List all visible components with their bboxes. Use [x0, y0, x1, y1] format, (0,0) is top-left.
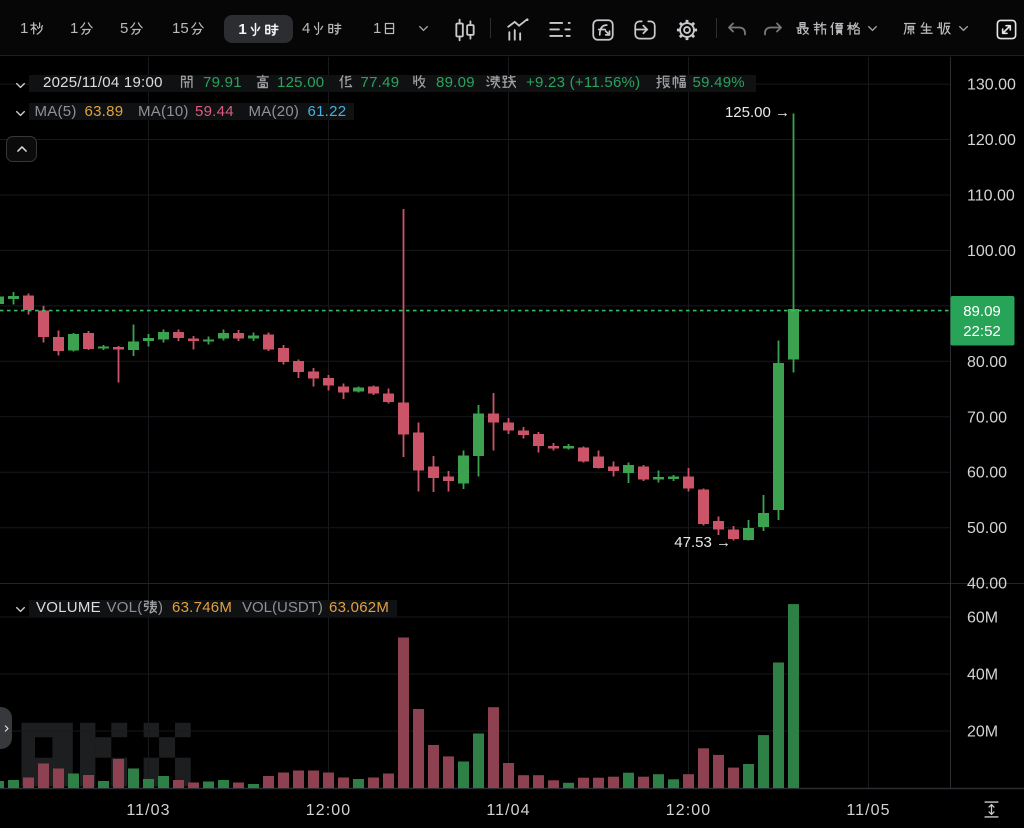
svg-text:11/03: 11/03: [126, 802, 170, 819]
svg-text:110.00: 110.00: [967, 188, 1015, 205]
svg-text:47.53 →: 47.53 →: [674, 534, 731, 551]
svg-text:40.00: 40.00: [967, 576, 1007, 593]
svg-text:70.00: 70.00: [967, 409, 1007, 426]
svg-text:80.00: 80.00: [967, 354, 1007, 371]
svg-text:12:00: 12:00: [666, 802, 712, 819]
svg-text:40M: 40M: [967, 667, 998, 684]
svg-text:12:00: 12:00: [306, 802, 352, 819]
svg-text:100.00: 100.00: [967, 243, 1016, 260]
svg-text:11/04: 11/04: [486, 802, 530, 819]
svg-text:120.00: 120.00: [967, 132, 1016, 149]
svg-text:60.00: 60.00: [967, 465, 1007, 482]
svg-text:60M: 60M: [967, 610, 998, 627]
svg-text:130.00: 130.00: [967, 77, 1016, 94]
svg-text:89.09: 89.09: [963, 303, 1001, 320]
svg-text:50.00: 50.00: [967, 520, 1007, 537]
svg-text:20M: 20M: [967, 724, 998, 741]
svg-text:22:52: 22:52: [963, 323, 1001, 340]
svg-text:125.00 →: 125.00 →: [725, 104, 790, 121]
svg-text:11/05: 11/05: [846, 802, 890, 819]
